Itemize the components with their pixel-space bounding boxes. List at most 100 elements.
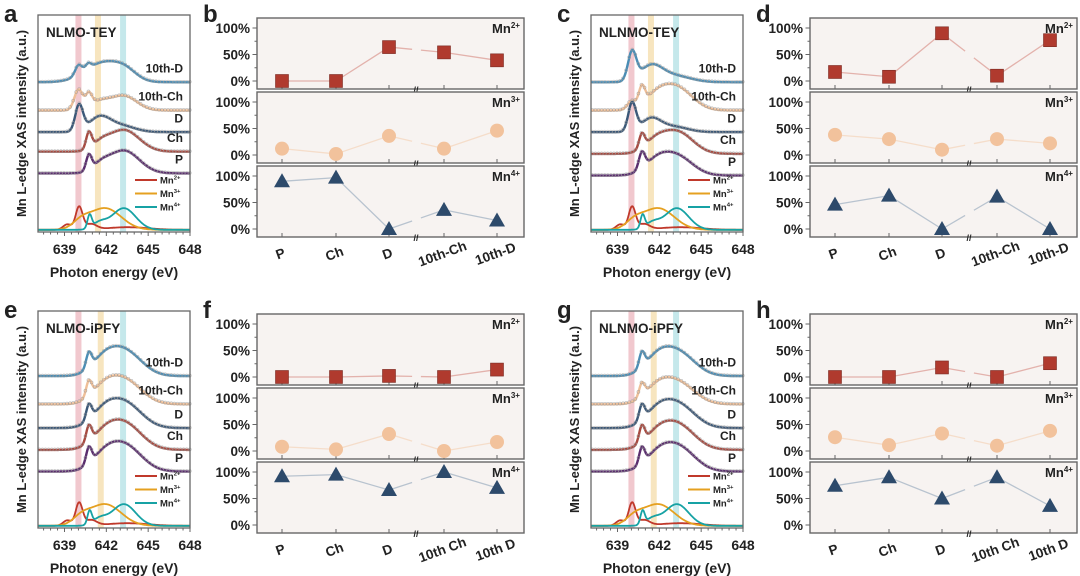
data-point [135, 72, 140, 76]
data-point [141, 103, 146, 108]
data-point [682, 423, 687, 428]
series-line [941, 214, 966, 230]
data-point [129, 95, 134, 100]
y-tick-label: 50% [776, 48, 803, 63]
data-point [651, 404, 656, 409]
x-tick-label: 645 [136, 241, 160, 257]
data-point [102, 134, 106, 138]
data-point [639, 131, 644, 135]
y-tick-label: 100% [768, 169, 803, 184]
spectrum-d [590, 398, 744, 430]
data-point [661, 419, 665, 424]
data-point [129, 150, 134, 155]
data-point [154, 168, 158, 173]
series-line [996, 362, 1051, 378]
data-point-circle [828, 430, 842, 445]
data-point [642, 65, 647, 69]
series-line [941, 488, 966, 500]
data-point [92, 62, 97, 66]
data-point [636, 140, 641, 145]
data-point [132, 425, 137, 429]
y-tick-label: 0% [230, 444, 250, 459]
data-point [151, 419, 155, 424]
data-point [688, 160, 693, 164]
panel-label: b [203, 1, 218, 28]
y-tick-label: 100% [215, 465, 250, 480]
data-point [114, 119, 118, 124]
data-point [151, 167, 155, 171]
series-line [996, 476, 1051, 507]
data-point [704, 441, 708, 446]
data-point [679, 153, 684, 158]
data-point [89, 425, 94, 430]
data-point [633, 397, 638, 401]
reference-curve-mn4plus [37, 503, 191, 527]
data-point [89, 133, 94, 137]
data-point [630, 99, 635, 104]
data-point [710, 423, 714, 427]
data-point [691, 453, 696, 458]
series-label: P [728, 155, 736, 169]
data-point [673, 397, 678, 402]
data-point [676, 377, 681, 382]
series-label: 10th-Ch [691, 90, 736, 104]
data-point [123, 127, 128, 132]
data-point [123, 345, 128, 350]
spectrum-10th-ch [37, 374, 191, 406]
data-point [95, 138, 100, 142]
data-point [633, 105, 638, 110]
data-point-circle [490, 434, 504, 449]
data-point [138, 410, 143, 414]
x-tick-label: Ch [876, 540, 898, 560]
data-point [74, 372, 79, 376]
data-point [642, 447, 647, 452]
data-point [86, 349, 91, 354]
data-point [138, 158, 143, 163]
y-tick-label: 0% [230, 518, 250, 533]
legend-label: Mn4+ [713, 499, 734, 510]
data-point [135, 428, 140, 432]
data-point [148, 365, 152, 370]
axis-break-mark: // [413, 233, 419, 243]
data-point [154, 421, 158, 426]
data-point [144, 458, 149, 463]
series-line [888, 432, 943, 446]
data-point [642, 151, 647, 156]
data-point [704, 147, 708, 152]
data-point [144, 415, 149, 420]
data-point-circle [329, 442, 343, 457]
data-point [707, 369, 711, 374]
data-point [71, 72, 75, 76]
data-point [639, 423, 644, 427]
data-point [108, 419, 112, 423]
legend-label: Mn3+ [160, 189, 181, 200]
panel-label: a [4, 1, 18, 28]
data-point [624, 120, 628, 125]
data-point [108, 116, 112, 121]
y-axis-label: Mn L-edge XAS intensity (a.u.) [14, 30, 29, 217]
data-point [105, 346, 109, 351]
data-point [132, 352, 137, 356]
data-point [157, 444, 161, 449]
data-point [676, 151, 681, 156]
data-point [157, 422, 161, 427]
data-point [86, 119, 91, 124]
data-point [710, 370, 714, 375]
y-tick-label: 100% [768, 21, 803, 36]
data-point [670, 344, 674, 349]
data-point [676, 346, 681, 351]
data-point [141, 140, 146, 144]
data-point [630, 370, 635, 375]
data-point [98, 157, 103, 161]
x-tick-label: Ch [876, 244, 898, 264]
data-point-square [490, 53, 504, 68]
data-point-square [275, 370, 289, 384]
spectrum-d [37, 397, 191, 430]
series-line [335, 375, 390, 378]
data-point [648, 384, 653, 388]
series-line [888, 476, 943, 500]
data-point [105, 398, 109, 403]
y-tick-label: 100% [215, 95, 250, 110]
data-point [80, 107, 85, 111]
x-tick-label: 639 [53, 537, 77, 553]
